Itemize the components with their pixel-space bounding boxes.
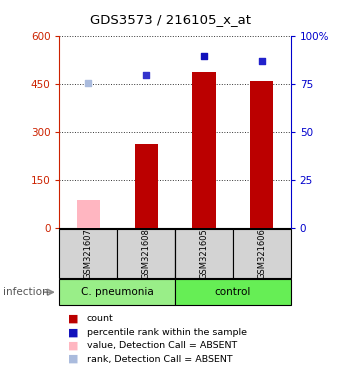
Bar xyxy=(250,81,273,228)
Text: ■: ■ xyxy=(68,327,78,337)
Text: C. pneumonia: C. pneumonia xyxy=(81,287,154,297)
Point xyxy=(259,58,265,65)
Text: value, Detection Call = ABSENT: value, Detection Call = ABSENT xyxy=(87,341,237,350)
Text: GSM321605: GSM321605 xyxy=(200,228,208,279)
Point xyxy=(86,79,91,86)
Text: GSM321608: GSM321608 xyxy=(142,228,151,279)
Text: percentile rank within the sample: percentile rank within the sample xyxy=(87,328,247,337)
Bar xyxy=(233,229,291,278)
Bar xyxy=(59,279,175,305)
Bar xyxy=(59,229,117,278)
Bar xyxy=(192,72,216,228)
Bar xyxy=(135,144,158,228)
Bar xyxy=(175,229,233,278)
Text: GDS3573 / 216105_x_at: GDS3573 / 216105_x_at xyxy=(89,13,251,26)
Bar xyxy=(77,200,100,228)
Text: GSM321607: GSM321607 xyxy=(84,228,93,279)
Text: ■: ■ xyxy=(68,354,78,364)
Text: rank, Detection Call = ABSENT: rank, Detection Call = ABSENT xyxy=(87,354,232,364)
Point xyxy=(143,72,149,78)
Text: infection: infection xyxy=(3,287,49,297)
Text: ■: ■ xyxy=(68,341,78,351)
Text: count: count xyxy=(87,314,114,323)
Bar xyxy=(175,279,291,305)
Text: GSM321606: GSM321606 xyxy=(257,228,266,279)
Text: ■: ■ xyxy=(68,314,78,324)
Text: control: control xyxy=(215,287,251,297)
Bar xyxy=(117,229,175,278)
Point xyxy=(201,53,207,59)
